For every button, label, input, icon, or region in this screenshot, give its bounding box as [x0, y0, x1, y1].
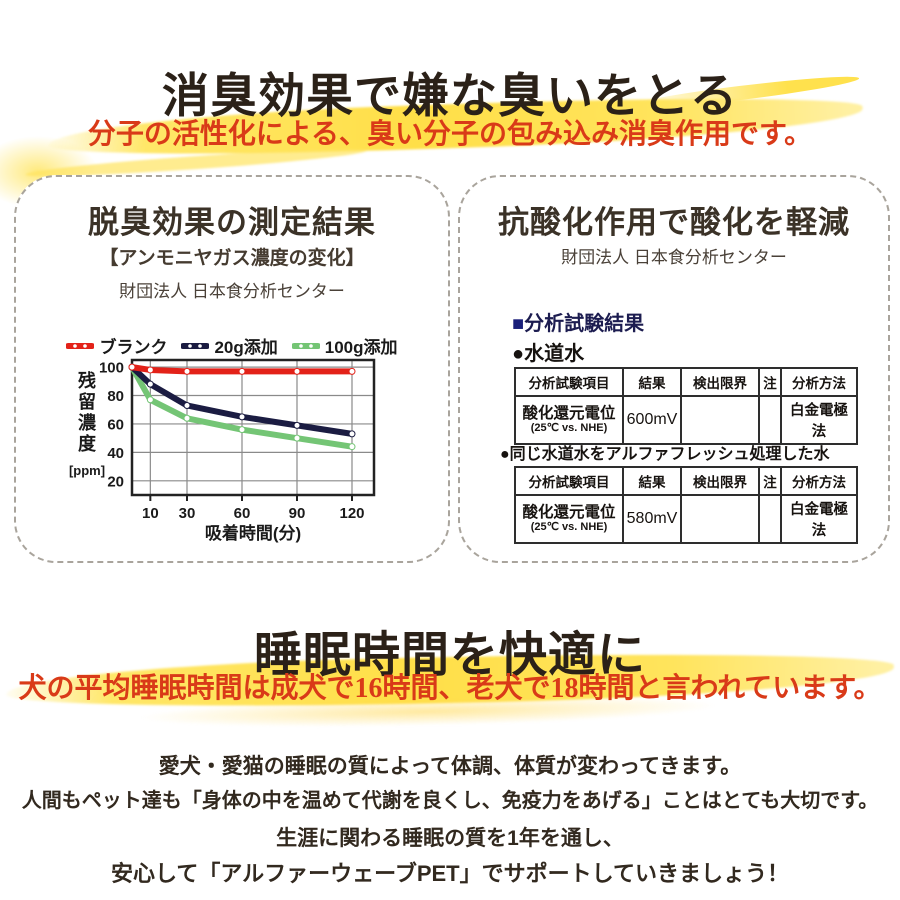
- limit-cell: [680, 395, 760, 445]
- deodorization-result-box: 脱臭効果の測定結果 【アンモニヤガス濃度の変化】 財団法人 日本食分析センター …: [14, 175, 450, 563]
- x-tick-label: 90: [289, 505, 306, 522]
- legend-label: ブランク: [99, 338, 168, 357]
- right-box-title: 抗酸化作用で酸化を軽減: [498, 205, 850, 240]
- antioxidant-result-box: 抗酸化作用で酸化を軽減 財団法人 日本食分析センター ■分析試験結果 ●水道水 …: [458, 175, 890, 563]
- table-header-cell: 注: [758, 367, 782, 397]
- analysis-item-cell: 酸化還元電位 (25℃ vs. NHE): [514, 494, 624, 544]
- black-circle-icon: ●: [512, 343, 525, 365]
- table-header-cell: 分析試験項目: [514, 466, 624, 496]
- data-point-marker: [146, 396, 154, 404]
- chart-legend: ブランク 20g添加 100g添加: [16, 333, 448, 358]
- data-point-marker: [238, 367, 246, 375]
- data-point-marker: [183, 401, 191, 409]
- x-tick-label: 60: [234, 505, 251, 522]
- result-cell: 580mV: [622, 494, 682, 544]
- legend-item: 20g添加: [181, 333, 278, 358]
- deodorant-title: 消臭効果で嫌な臭いをとる: [162, 71, 738, 124]
- analysis-item-cell: 酸化還元電位 (25℃ vs. NHE): [514, 395, 624, 445]
- x-tick-label: 30: [179, 505, 196, 522]
- result-cell: 600mV: [622, 395, 682, 445]
- data-point-marker: [183, 414, 191, 422]
- deodorant-subtitle: 分子の活性化による、臭い分子の包み込み消臭作用です。: [87, 119, 813, 150]
- data-point-marker: [146, 366, 154, 374]
- data-point-marker: [146, 380, 154, 388]
- table-header-cell: 分析方法: [780, 367, 858, 397]
- legend-swatch-icon: [291, 342, 320, 349]
- table-header-cell: 結果: [622, 367, 682, 397]
- legend-swatch-icon: [66, 342, 95, 349]
- table-header-cell: 分析試験項目: [514, 367, 624, 397]
- data-point-marker: [293, 367, 301, 375]
- method-cell: 白金電極法: [780, 494, 858, 544]
- legend-item: 100g添加: [291, 333, 398, 358]
- sleep-paragraph: 安心して「アルファーウェーブPET」でサポートしていきましょう！: [111, 861, 789, 886]
- data-point-marker: [238, 413, 246, 421]
- navy-square-icon: ■: [512, 313, 525, 335]
- treated-water-analysis-table: 分析試験項目 結果 検出限界注分析方法酸化還元電位 (25℃ vs. NHE) 580m…: [514, 466, 858, 544]
- y-tick-label: 100: [99, 360, 124, 377]
- y-axis-label: 留: [78, 391, 96, 412]
- data-point-marker: [348, 367, 356, 375]
- data-point-marker: [348, 443, 356, 451]
- y-tick-label: 80: [107, 388, 124, 405]
- table-header-cell: 結果: [622, 466, 682, 496]
- sleep-subtitle: 犬の平均睡眠時間は成犬で16時間、老犬で18時間と言われています。: [18, 673, 882, 704]
- y-axis-label: 残: [78, 370, 96, 391]
- y-tick-label: 40: [107, 445, 124, 462]
- note-cell: [758, 494, 782, 544]
- y-tick-label: 20: [107, 473, 124, 490]
- x-tick-label: 10: [142, 505, 159, 522]
- left-box-organization: 財団法人 日本食分析センター: [119, 282, 345, 301]
- data-point-marker: [238, 426, 246, 434]
- right-box-organization: 財団法人 日本食分析センター: [561, 248, 787, 267]
- y-axis-unit: [ppm]: [69, 463, 105, 478]
- series-line-20g添加: [129, 364, 355, 437]
- legend-label: 20g添加: [214, 338, 278, 357]
- y-tick-label: 60: [107, 416, 124, 433]
- x-axis-label: 吸着時間(分): [205, 523, 301, 543]
- data-point-marker: [128, 363, 136, 371]
- series-line-100g添加: [129, 364, 355, 450]
- left-box-subtitle: 【アンモニヤガス濃度の変化】: [99, 248, 365, 269]
- treated-water-label: ●同じ水道水をアルファフレッシュ処理した水: [500, 446, 830, 463]
- y-axis-label: 濃: [78, 412, 97, 433]
- x-tick-label: 120: [339, 505, 364, 522]
- table-header-cell: 検出限界: [680, 466, 760, 496]
- data-point-marker: [293, 434, 301, 442]
- sleep-paragraph: 生涯に関わる睡眠の質を1年を通し、: [276, 827, 624, 850]
- note-cell: [758, 395, 782, 445]
- y-axis-label: 度: [78, 433, 97, 454]
- sleep-paragraph: 愛犬・愛猫の睡眠の質によって体調、体質が変わってきます。: [158, 755, 742, 778]
- legend-label: 100g添加: [324, 338, 398, 357]
- plot-border: [130, 358, 376, 497]
- analysis-result-heading-label: 分析試験結果: [524, 313, 645, 335]
- data-point-marker: [348, 430, 356, 438]
- tap-water-analysis-table: 分析試験項目 結果 検出限界注分析方法酸化還元電位 (25℃ vs. NHE) 600m…: [514, 367, 858, 445]
- legend-swatch-icon: [181, 342, 210, 349]
- limit-cell: [680, 494, 760, 544]
- sleep-title: 睡眠時間を快適に: [253, 629, 646, 683]
- tap-water-label: ●水道水: [512, 343, 585, 365]
- data-point-marker: [183, 367, 191, 375]
- sleep-paragraph: 人間もペット達も「身体の中を温めて代謝を良くし、免疫力をあげる」ことはとても大切…: [21, 790, 879, 812]
- left-box-title: 脱臭効果の測定結果: [88, 205, 376, 240]
- data-point-marker: [293, 421, 301, 429]
- black-circle-icon: ●: [500, 446, 510, 463]
- analysis-result-heading: ■分析試験結果: [512, 307, 644, 336]
- table-header-cell: 検出限界: [680, 367, 760, 397]
- legend-item: ブランク: [66, 333, 167, 358]
- method-cell: 白金電極法: [780, 395, 858, 445]
- table-header-cell: 注: [758, 466, 782, 496]
- table-header-cell: 分析方法: [780, 466, 858, 496]
